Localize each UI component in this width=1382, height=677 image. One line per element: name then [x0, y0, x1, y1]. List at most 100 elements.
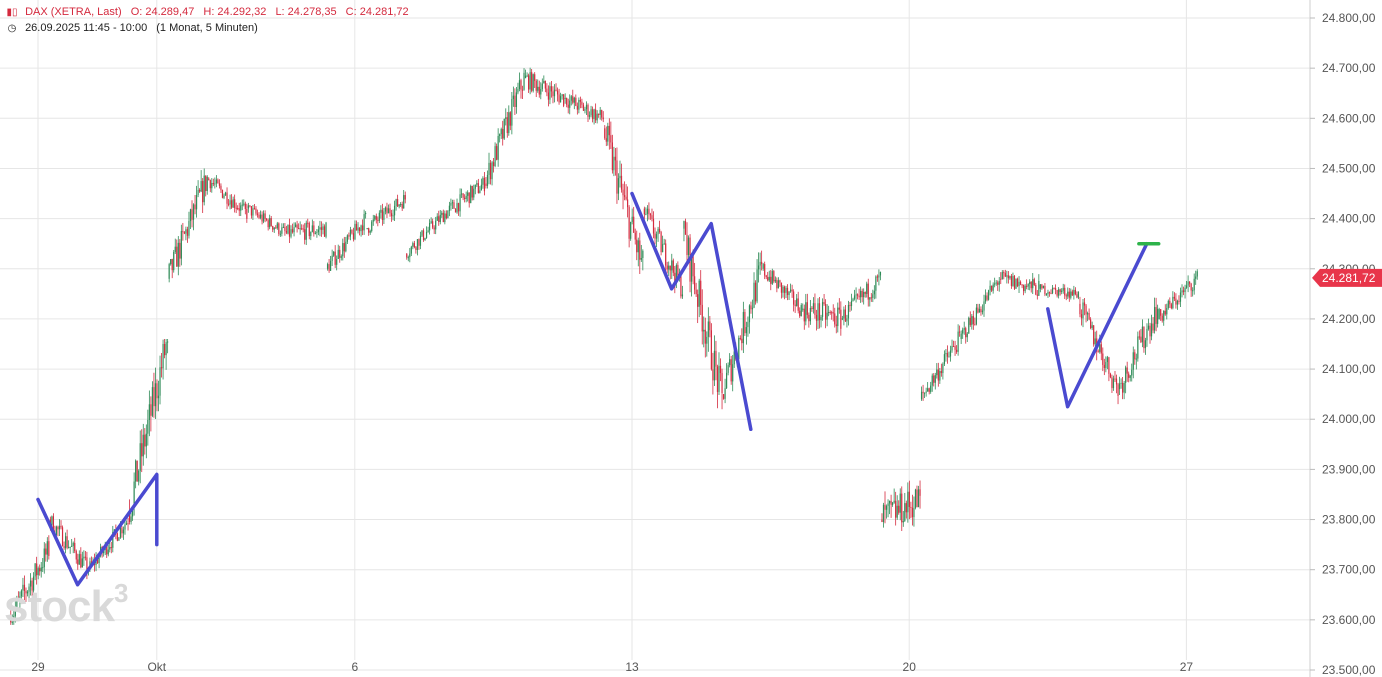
- candle-body: [217, 179, 219, 184]
- candle-body: [296, 224, 298, 229]
- candle-body: [72, 542, 74, 546]
- candle-body: [231, 200, 233, 208]
- candle-body: [34, 563, 36, 577]
- candle-body: [879, 271, 882, 276]
- candle-body: [1000, 278, 1002, 280]
- candle-body: [272, 226, 274, 230]
- watermark-logo: stock3: [4, 578, 128, 631]
- candle-body: [118, 537, 120, 541]
- candle-body: [942, 363, 944, 374]
- pattern-1[interactable]: [36, 472, 159, 587]
- candle-body: [809, 307, 811, 322]
- candle-body: [1004, 273, 1006, 277]
- candle-body: [1015, 278, 1017, 289]
- candle-body: [873, 290, 875, 295]
- y-tick-label: 24.200,00: [1322, 312, 1376, 326]
- candle-body: [1196, 271, 1198, 277]
- candle-body: [780, 282, 783, 293]
- candle-body: [610, 135, 612, 143]
- candle-body: [771, 271, 773, 284]
- candle-body: [890, 500, 892, 505]
- candle-body: [797, 298, 799, 311]
- candle-body: [392, 215, 394, 217]
- candle-body: [791, 289, 793, 292]
- candle-body: [180, 231, 182, 259]
- candle-body: [550, 86, 553, 92]
- candle-body: [654, 233, 656, 239]
- candle-body: [994, 283, 996, 285]
- candle-body: [698, 280, 700, 307]
- candle-body: [768, 276, 770, 281]
- candle-body: [471, 185, 473, 198]
- candle-body: [937, 369, 939, 381]
- candle-body: [304, 229, 306, 240]
- candle-body: [20, 590, 23, 597]
- candle-body: [855, 294, 857, 296]
- candle-body: [770, 276, 772, 284]
- candle-body: [1021, 284, 1023, 286]
- candle-body: [812, 303, 815, 310]
- time-header: ◷ 26.09.2025 11:45 - 10:00 (1 Monat, 5 M…: [6, 22, 264, 34]
- candle-body: [524, 75, 527, 79]
- candle-body: [393, 205, 396, 216]
- candle-body: [499, 134, 501, 137]
- candle-body: [627, 199, 629, 208]
- candle-body: [482, 177, 484, 185]
- candle-body: [142, 434, 144, 457]
- candle-body: [74, 542, 76, 552]
- candle-body: [182, 231, 184, 233]
- candle-body: [264, 213, 266, 219]
- candle-body: [433, 227, 435, 230]
- candle-body: [246, 208, 248, 219]
- candle-body: [1056, 289, 1058, 296]
- candle-body: [741, 338, 743, 344]
- candle-body: [28, 586, 30, 592]
- drawn-pattern-lines[interactable]: [36, 191, 1149, 587]
- candle-body: [1115, 378, 1118, 385]
- candle-body: [828, 312, 830, 314]
- candle-body: [837, 307, 839, 327]
- candle-body: [258, 214, 260, 218]
- last-price-label: 24.281,72: [1322, 271, 1376, 285]
- candle-body: [145, 433, 147, 447]
- candle-body: [920, 391, 923, 400]
- candle-body: [276, 223, 278, 229]
- candle-body: [479, 190, 481, 193]
- candle-body: [986, 295, 988, 300]
- candle-body: [363, 214, 365, 231]
- y-axis: 24.800,00 24.700,00 24.600,00 24.500,00 24.4…: [1309, 0, 1376, 677]
- candle-body: [643, 208, 645, 215]
- candle-body: [195, 194, 198, 210]
- candle-body: [333, 251, 335, 256]
- candle-body: [138, 470, 140, 482]
- candle-body: [1009, 276, 1011, 279]
- candle-body: [690, 254, 693, 282]
- candle-body: [677, 265, 679, 278]
- candle-body: [751, 307, 754, 310]
- candle-body: [928, 388, 930, 392]
- candle-body: [788, 291, 790, 296]
- candle-body: [815, 314, 818, 321]
- candle-body: [1169, 300, 1171, 305]
- pattern-2[interactable]: [630, 191, 753, 432]
- candle-body: [934, 375, 936, 383]
- candle-body: [1065, 295, 1067, 297]
- candle-body: [14, 607, 16, 617]
- candle-body: [697, 294, 699, 307]
- candle-body: [418, 239, 420, 246]
- candle-body: [435, 220, 437, 230]
- candle-body: [709, 321, 711, 331]
- candle-body: [620, 175, 623, 190]
- candle-body: [684, 221, 687, 235]
- pattern-3[interactable]: [1046, 241, 1149, 409]
- candle-body: [37, 568, 39, 576]
- candle-body: [663, 243, 665, 245]
- candle-body: [922, 391, 924, 394]
- candle-body: [81, 558, 83, 568]
- candle-body: [631, 216, 633, 222]
- candle-body: [308, 223, 310, 237]
- candle-body: [39, 568, 41, 572]
- candle-body: [262, 213, 265, 222]
- candle-body: [342, 243, 344, 257]
